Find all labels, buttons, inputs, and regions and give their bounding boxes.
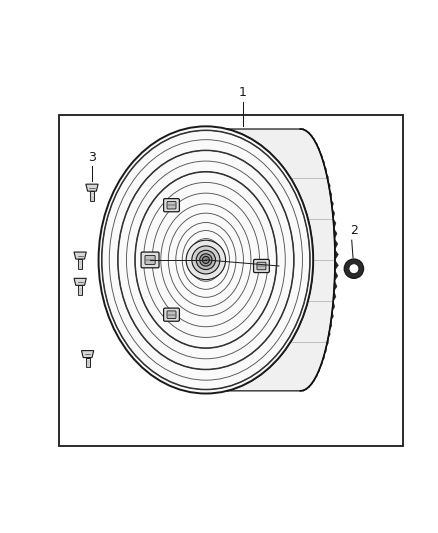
Polygon shape	[335, 270, 338, 281]
Polygon shape	[333, 219, 336, 229]
Bar	[90, 191, 94, 201]
Polygon shape	[307, 385, 310, 388]
Text: 1: 1	[239, 86, 247, 99]
Polygon shape	[307, 132, 310, 134]
Polygon shape	[322, 354, 325, 361]
Polygon shape	[313, 138, 315, 142]
Polygon shape	[318, 367, 320, 373]
Polygon shape	[313, 378, 315, 382]
Bar	[78, 285, 82, 295]
Polygon shape	[320, 152, 322, 159]
Ellipse shape	[99, 126, 313, 393]
Polygon shape	[318, 147, 320, 152]
FancyBboxPatch shape	[145, 255, 155, 264]
Ellipse shape	[186, 240, 226, 280]
Polygon shape	[302, 390, 305, 391]
Circle shape	[349, 264, 359, 274]
Polygon shape	[335, 249, 339, 260]
Polygon shape	[322, 159, 325, 166]
Ellipse shape	[196, 251, 215, 270]
FancyBboxPatch shape	[254, 260, 269, 272]
Polygon shape	[328, 329, 330, 338]
Polygon shape	[325, 346, 326, 354]
Bar	[59, 115, 403, 446]
Polygon shape	[326, 174, 328, 182]
FancyBboxPatch shape	[164, 199, 180, 212]
FancyBboxPatch shape	[167, 201, 176, 209]
Polygon shape	[310, 382, 313, 385]
Ellipse shape	[192, 246, 220, 274]
FancyBboxPatch shape	[167, 311, 176, 318]
Polygon shape	[330, 320, 332, 329]
Polygon shape	[320, 361, 322, 367]
Polygon shape	[326, 338, 328, 346]
FancyBboxPatch shape	[164, 308, 180, 321]
Polygon shape	[330, 190, 332, 199]
Circle shape	[344, 259, 364, 278]
FancyBboxPatch shape	[141, 252, 159, 268]
Polygon shape	[315, 142, 318, 147]
Polygon shape	[74, 278, 86, 285]
FancyBboxPatch shape	[257, 262, 266, 270]
Bar	[78, 259, 82, 269]
Text: 2: 2	[350, 224, 358, 237]
Polygon shape	[332, 209, 335, 219]
Polygon shape	[302, 128, 305, 130]
Ellipse shape	[200, 254, 212, 266]
Polygon shape	[305, 130, 307, 132]
Polygon shape	[334, 229, 337, 239]
Polygon shape	[74, 252, 86, 259]
Polygon shape	[310, 134, 313, 138]
Polygon shape	[331, 311, 333, 320]
Bar	[86, 358, 90, 367]
Polygon shape	[315, 373, 318, 378]
Polygon shape	[335, 239, 338, 249]
Polygon shape	[81, 351, 94, 358]
Polygon shape	[86, 184, 98, 191]
Polygon shape	[227, 129, 335, 391]
Polygon shape	[332, 301, 335, 311]
Polygon shape	[334, 281, 337, 291]
Polygon shape	[331, 199, 333, 209]
Text: 3: 3	[88, 150, 96, 164]
Ellipse shape	[202, 256, 209, 263]
Polygon shape	[325, 166, 326, 174]
Polygon shape	[305, 388, 307, 390]
Polygon shape	[335, 260, 339, 270]
Polygon shape	[333, 291, 336, 301]
Polygon shape	[328, 182, 330, 190]
